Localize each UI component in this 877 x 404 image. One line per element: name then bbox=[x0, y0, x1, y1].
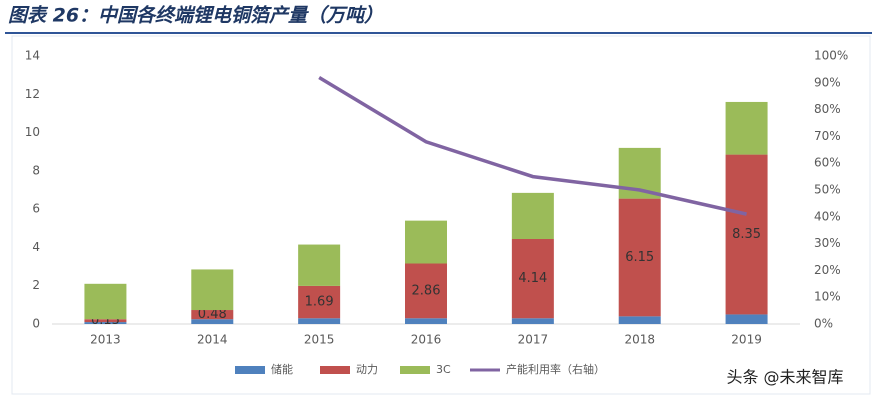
line bbox=[318, 75, 747, 216]
bar bbox=[84, 322, 127, 324]
bar bbox=[725, 154, 768, 315]
legend-swatch bbox=[320, 366, 350, 374]
bar bbox=[298, 318, 341, 324]
y2-tick-label: 0% bbox=[814, 317, 833, 331]
y-tick-label: 12 bbox=[25, 87, 40, 101]
y2-tick-label: 40% bbox=[814, 209, 841, 223]
y2-tick-label: 10% bbox=[814, 290, 841, 304]
bar bbox=[511, 239, 554, 319]
legend-swatch bbox=[235, 366, 265, 374]
y-tick-label: 6 bbox=[32, 202, 40, 216]
legend-label: 3C bbox=[436, 363, 451, 376]
bar bbox=[84, 283, 127, 320]
bar bbox=[725, 101, 768, 155]
y-tick-label: 0 bbox=[32, 317, 40, 331]
legend-label: 储能 bbox=[271, 362, 293, 376]
bar bbox=[405, 318, 447, 324]
legend-swatch bbox=[400, 366, 430, 374]
y-tick-label: 14 bbox=[25, 49, 40, 63]
frame bbox=[11, 35, 871, 395]
y2-tick-label: 50% bbox=[814, 183, 841, 197]
bar bbox=[191, 319, 234, 324]
x-tick-label: 2015 bbox=[304, 333, 335, 347]
x-tick-label: 2013 bbox=[90, 333, 121, 347]
legend-label: 产能利用率（右轴） bbox=[506, 362, 605, 376]
bar bbox=[405, 220, 447, 264]
bar bbox=[84, 319, 127, 323]
watermark: 头条 @未来智库 bbox=[726, 368, 843, 387]
y-tick-label: 10 bbox=[25, 125, 40, 139]
x-tick-label: 2017 bbox=[518, 333, 549, 347]
x-tick-label: 2014 bbox=[197, 333, 228, 347]
y-tick-label: 8 bbox=[32, 163, 40, 177]
y2-tick-label: 60% bbox=[814, 156, 841, 170]
y2-tick-label: 80% bbox=[814, 102, 841, 116]
bar bbox=[298, 285, 341, 319]
bar bbox=[298, 244, 341, 286]
y2-tick-label: 20% bbox=[814, 263, 841, 277]
bar bbox=[725, 314, 768, 324]
data-label: 6.15 bbox=[625, 250, 654, 265]
data-label: 8.35 bbox=[732, 227, 761, 242]
y-tick-label: 4 bbox=[32, 240, 40, 254]
x-tick-label: 2016 bbox=[411, 333, 442, 347]
bar bbox=[618, 198, 661, 317]
y2-tick-label: 90% bbox=[814, 75, 841, 89]
data-label: 2.86 bbox=[412, 283, 441, 298]
bar bbox=[511, 192, 554, 240]
x-tick-label: 2018 bbox=[624, 333, 655, 347]
bar bbox=[618, 316, 661, 324]
bar bbox=[511, 318, 554, 324]
bar bbox=[405, 263, 447, 319]
y2-tick-label: 30% bbox=[814, 236, 841, 250]
data-label: 1.69 bbox=[305, 295, 334, 310]
y-tick-label: 2 bbox=[32, 278, 40, 292]
bar bbox=[191, 310, 234, 320]
data-label: 0.48 bbox=[198, 307, 227, 322]
y2-tick-label: 100% bbox=[814, 49, 848, 63]
legend-label: 动力 bbox=[356, 363, 378, 376]
data-label: 4.14 bbox=[518, 271, 547, 286]
x-tick-label: 2019 bbox=[731, 333, 762, 347]
bar bbox=[191, 269, 234, 311]
chart-title: 图表 26：中国各终端锂电铜箔产量（万吨） bbox=[8, 5, 383, 27]
y2-tick-label: 70% bbox=[814, 129, 841, 143]
